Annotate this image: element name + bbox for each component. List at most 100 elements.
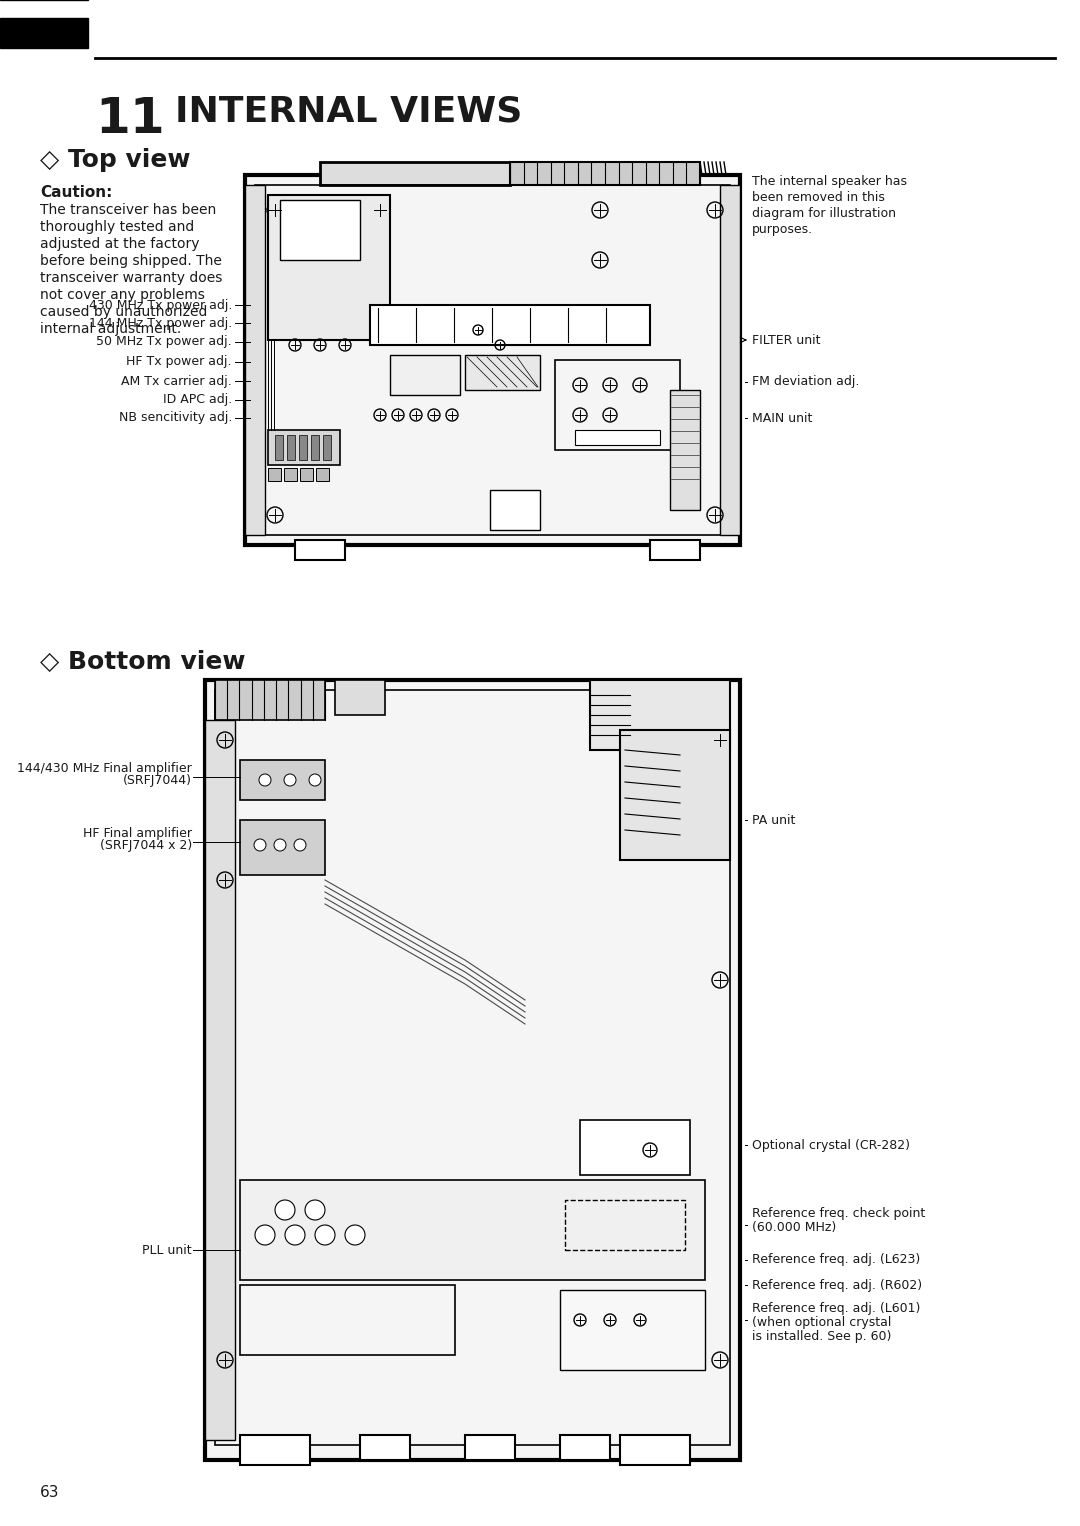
Text: Reference freq. check point: Reference freq. check point xyxy=(752,1207,926,1219)
Bar xyxy=(561,1289,705,1370)
Bar xyxy=(580,1120,690,1175)
Bar xyxy=(275,435,283,459)
Circle shape xyxy=(345,1225,365,1245)
Bar xyxy=(561,1434,610,1460)
Bar xyxy=(295,540,345,560)
Text: The internal speaker has: The internal speaker has xyxy=(752,175,907,188)
Bar xyxy=(620,729,730,861)
Text: (when optional crystal: (when optional crystal xyxy=(752,1315,891,1329)
Text: 144 MHz Tx power adj.: 144 MHz Tx power adj. xyxy=(89,316,232,330)
Circle shape xyxy=(254,839,266,852)
Text: diagram for illustration: diagram for illustration xyxy=(752,208,896,220)
Circle shape xyxy=(275,1199,295,1219)
Bar xyxy=(268,430,340,465)
Text: Reference freq. adj. (L601): Reference freq. adj. (L601) xyxy=(752,1302,920,1315)
Text: AM Tx carrier adj.: AM Tx carrier adj. xyxy=(121,374,232,388)
Text: Reference freq. adj. (R602): Reference freq. adj. (R602) xyxy=(752,1279,922,1291)
Bar xyxy=(287,435,295,459)
Bar xyxy=(575,430,660,446)
Bar xyxy=(360,1434,410,1460)
Bar xyxy=(215,681,325,720)
Text: ID APC adj.: ID APC adj. xyxy=(163,394,232,406)
Bar xyxy=(510,162,700,185)
Text: The transceiver has been: The transceiver has been xyxy=(40,203,216,217)
Text: 11: 11 xyxy=(95,95,165,143)
Circle shape xyxy=(315,1225,335,1245)
Text: MAIN unit: MAIN unit xyxy=(752,412,812,424)
Text: (SRFJ7044): (SRFJ7044) xyxy=(123,774,192,787)
Text: internal adjustment.: internal adjustment. xyxy=(40,322,181,336)
Bar xyxy=(720,185,740,536)
Bar xyxy=(465,1434,515,1460)
Bar xyxy=(670,391,700,510)
Bar xyxy=(335,681,384,716)
Bar xyxy=(240,1285,455,1355)
Bar xyxy=(316,468,329,481)
Text: (SRFJ7044 x 2): (SRFJ7044 x 2) xyxy=(99,839,192,852)
Circle shape xyxy=(255,1225,275,1245)
Text: Optional crystal (CR-282): Optional crystal (CR-282) xyxy=(752,1138,910,1152)
Text: been removed in this: been removed in this xyxy=(752,191,885,204)
Circle shape xyxy=(284,774,296,786)
Bar xyxy=(323,435,330,459)
Text: PA unit: PA unit xyxy=(752,813,795,827)
Text: 144/430 MHz Final amplifier: 144/430 MHz Final amplifier xyxy=(17,761,192,775)
Bar xyxy=(205,720,235,1441)
Bar xyxy=(268,195,390,340)
Text: ◇ Top view: ◇ Top view xyxy=(40,148,190,172)
Circle shape xyxy=(309,774,321,786)
Bar xyxy=(245,185,265,536)
Bar xyxy=(240,760,325,800)
Text: PLL unit: PLL unit xyxy=(143,1244,192,1256)
Bar xyxy=(620,1434,690,1465)
Circle shape xyxy=(305,1199,325,1219)
Bar xyxy=(555,360,680,450)
Text: ◇ Bottom view: ◇ Bottom view xyxy=(40,650,245,674)
Bar xyxy=(320,162,510,185)
Text: INTERNAL VIEWS: INTERNAL VIEWS xyxy=(175,95,523,130)
Text: caused by unauthorized: caused by unauthorized xyxy=(40,305,207,319)
Bar xyxy=(590,681,730,749)
Text: FILTER unit: FILTER unit xyxy=(752,334,821,346)
Bar xyxy=(268,468,281,481)
Bar xyxy=(215,690,730,1445)
Bar xyxy=(280,200,360,259)
Text: is installed. See p. 60): is installed. See p. 60) xyxy=(752,1331,891,1343)
Text: 63: 63 xyxy=(40,1485,59,1500)
Circle shape xyxy=(294,839,306,852)
Bar xyxy=(390,356,460,395)
Bar xyxy=(299,435,307,459)
Text: HF Final amplifier: HF Final amplifier xyxy=(83,827,192,839)
Text: not cover any problems: not cover any problems xyxy=(40,288,205,302)
Text: before being shipped. The: before being shipped. The xyxy=(40,253,221,269)
Bar xyxy=(240,819,325,874)
Bar xyxy=(240,1180,705,1280)
Circle shape xyxy=(274,839,286,852)
Bar xyxy=(370,305,650,345)
Bar xyxy=(240,1434,310,1465)
Bar xyxy=(284,468,297,481)
Text: transceiver warranty does: transceiver warranty does xyxy=(40,272,222,285)
Bar xyxy=(565,1199,685,1250)
Text: FM deviation adj.: FM deviation adj. xyxy=(752,375,860,389)
Bar xyxy=(245,175,740,545)
Bar xyxy=(311,435,319,459)
Circle shape xyxy=(259,774,271,786)
Bar xyxy=(255,185,730,536)
Text: 50 MHz Tx power adj.: 50 MHz Tx power adj. xyxy=(96,336,232,348)
Bar xyxy=(0,18,87,47)
Bar xyxy=(650,540,700,560)
Circle shape xyxy=(285,1225,305,1245)
Text: adjusted at the factory: adjusted at the factory xyxy=(40,237,200,250)
Bar xyxy=(490,490,540,530)
Text: 430 MHz Tx power adj.: 430 MHz Tx power adj. xyxy=(89,299,232,311)
Bar xyxy=(300,468,313,481)
Text: NB sencitivity adj.: NB sencitivity adj. xyxy=(119,412,232,424)
Text: HF Tx power adj.: HF Tx power adj. xyxy=(126,356,232,368)
Text: (60.000 MHz): (60.000 MHz) xyxy=(752,1221,836,1235)
Text: purposes.: purposes. xyxy=(752,223,813,237)
Text: thoroughly tested and: thoroughly tested and xyxy=(40,220,194,233)
Bar xyxy=(465,356,540,391)
Bar xyxy=(205,681,740,1460)
Text: Reference freq. adj. (L623): Reference freq. adj. (L623) xyxy=(752,1253,920,1267)
